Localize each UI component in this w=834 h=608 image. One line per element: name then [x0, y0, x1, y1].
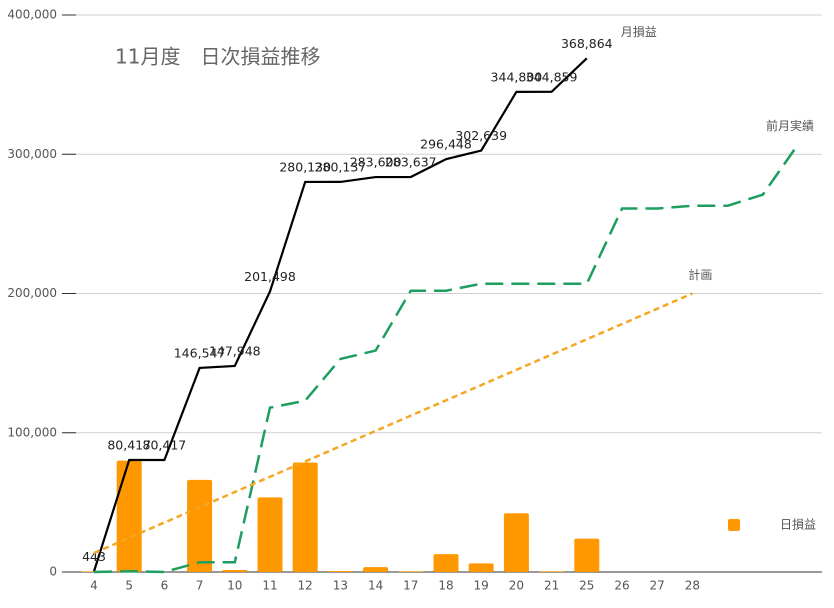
bar: [257, 497, 283, 572]
x-tick-label: 27: [650, 579, 665, 593]
bar: [503, 513, 529, 572]
data-label: 280,130: [279, 159, 331, 174]
x-tick-label: 13: [333, 579, 348, 593]
x-tick-label: 20: [509, 579, 524, 593]
bar: [433, 554, 459, 572]
bar: [187, 479, 213, 572]
x-tick-label: 11: [262, 579, 277, 593]
series-label: 月損益: [621, 24, 657, 39]
data-label: 344,800: [491, 69, 543, 84]
data-label: 368,864: [561, 36, 613, 51]
x-tick-label: 12: [298, 579, 313, 593]
data-label: 283,637: [385, 155, 437, 170]
data-label: 201,498: [244, 269, 296, 284]
x-tick-label: 21: [544, 579, 559, 593]
legend-swatch: [728, 519, 740, 531]
line: [93, 292, 693, 555]
chart-title: 11月度 日次損益推移: [115, 45, 320, 69]
data-label: 443: [82, 549, 106, 564]
x-tick-label: 7: [196, 579, 204, 593]
y-tick-label: 300,000: [7, 147, 57, 161]
x-tick-label: 18: [438, 579, 453, 593]
x-tick-label: 6: [161, 579, 169, 593]
x-tick-label: 4: [90, 579, 98, 593]
series-label: 前月実績: [766, 118, 814, 133]
data-label: 283,600: [350, 155, 402, 170]
data-label: 302,639: [455, 128, 507, 143]
series-label: 計画: [688, 267, 712, 282]
y-tick-label: 400,000: [7, 8, 57, 22]
bar: [116, 460, 142, 572]
bar: [398, 571, 424, 572]
x-tick-label: 14: [368, 579, 383, 593]
x-tick-label: 17: [403, 579, 418, 593]
bar: [539, 571, 565, 572]
x-tick-label: 5: [125, 579, 133, 593]
x-tick-label: 28: [685, 579, 700, 593]
y-tick-label: 100,000: [7, 425, 57, 439]
data-label: 80,417: [107, 438, 151, 453]
y-tick-label: 0: [49, 565, 57, 579]
data-label: 296,448: [420, 137, 472, 152]
line: [92, 57, 588, 572]
line: [93, 143, 800, 574]
data-label: 344,859: [526, 69, 578, 84]
x-tick-label: 26: [614, 579, 629, 593]
bar: [363, 567, 389, 572]
data-label: 147,948: [209, 343, 261, 358]
bar: [468, 563, 494, 572]
data-label: 146,547: [174, 345, 226, 360]
x-tick-label: 19: [474, 579, 489, 593]
bar: [574, 538, 600, 572]
bar: [222, 570, 248, 572]
x-tick-label: 10: [227, 579, 242, 593]
data-label: 80,417: [143, 438, 187, 453]
data-label: 280,137: [315, 159, 367, 174]
bar: [327, 571, 353, 572]
legend-label: 日損益: [780, 517, 816, 532]
x-tick-label: 25: [579, 579, 594, 593]
bar: [292, 462, 318, 572]
y-tick-label: 200,000: [7, 286, 57, 300]
